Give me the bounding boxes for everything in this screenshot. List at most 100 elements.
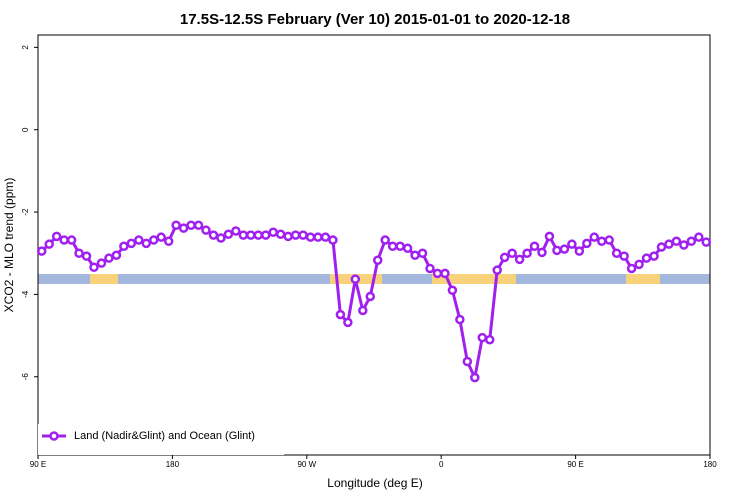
data-point <box>567 239 577 249</box>
data-point <box>268 227 278 237</box>
data-point <box>649 251 659 261</box>
data-point <box>290 230 301 240</box>
data-point <box>51 231 62 242</box>
data-point <box>343 317 353 328</box>
data-point <box>559 244 570 254</box>
data-point <box>611 248 622 258</box>
land-band <box>90 274 118 284</box>
data-point <box>596 236 607 247</box>
data-point <box>156 232 166 242</box>
data-point <box>671 236 682 247</box>
x-axis-label: Longitude (deg E) <box>327 476 422 490</box>
data-point <box>178 223 189 233</box>
data-point <box>656 242 667 252</box>
data-point <box>604 235 614 245</box>
land-band <box>432 274 516 284</box>
data-point <box>679 240 689 250</box>
data-point <box>574 246 585 256</box>
data-point <box>395 241 405 251</box>
data-point <box>507 248 517 258</box>
legend-label: Land (Nadir&Glint) and Ocean (Glint) <box>74 430 255 442</box>
y-tick-label: -2 <box>21 208 30 216</box>
land-band <box>626 274 660 284</box>
data-point <box>231 226 241 236</box>
data-point <box>119 241 129 251</box>
data-point <box>499 252 510 263</box>
data-point <box>126 238 137 249</box>
data-point <box>552 245 562 256</box>
data-point <box>432 268 443 279</box>
data-point <box>694 232 704 242</box>
data-point <box>522 248 532 258</box>
data-point <box>417 248 428 258</box>
data-point <box>96 258 107 268</box>
data-point <box>387 241 398 251</box>
data-point <box>44 239 54 249</box>
legend-box <box>38 424 284 455</box>
data-point <box>492 265 502 275</box>
data-point <box>514 254 525 265</box>
data-point <box>134 235 144 245</box>
data-point <box>59 235 69 245</box>
data-point <box>701 237 712 247</box>
data-point <box>626 263 637 274</box>
data-point <box>171 220 181 230</box>
data-point <box>163 236 174 247</box>
data-point <box>305 232 316 242</box>
data-point <box>440 268 450 279</box>
data-point <box>335 309 346 320</box>
legend-marker <box>49 431 59 441</box>
data-point <box>350 274 361 284</box>
data-point <box>358 305 368 316</box>
data-point <box>529 241 540 251</box>
data-point <box>582 238 592 249</box>
x-tick-label: 90 W <box>297 460 316 469</box>
data-point <box>641 253 652 263</box>
data-point <box>425 263 435 274</box>
x-tick-label: 90 E <box>30 460 46 469</box>
legend: Land (Nadir&Glint) and Ocean (Glint) <box>38 424 284 455</box>
data-point <box>275 229 286 240</box>
data-point <box>402 243 413 254</box>
data-point <box>36 246 47 256</box>
data-point <box>484 334 495 345</box>
data-point <box>380 235 390 245</box>
data-point <box>328 235 338 245</box>
y-tick-label: -6 <box>21 373 30 381</box>
data-point <box>104 253 114 263</box>
data-point <box>89 262 99 272</box>
x-tick-label: 0 <box>439 460 444 469</box>
data-point <box>260 230 271 240</box>
data-point <box>619 251 629 261</box>
data-point <box>201 225 211 235</box>
data-point <box>283 231 293 242</box>
data-point <box>544 231 555 242</box>
data-point <box>141 238 152 249</box>
data-point <box>477 332 488 343</box>
y-tick-label: -4 <box>21 290 30 298</box>
data-point <box>111 250 122 261</box>
chart-title: 17.5S-12.5S February (Ver 10) 2015-01-01… <box>180 11 570 28</box>
x-tick-label: 180 <box>166 460 180 469</box>
data-point <box>216 233 226 243</box>
x-tick-label: 90 E <box>567 460 583 469</box>
data-point <box>186 220 196 230</box>
data-point <box>298 230 308 240</box>
data-point <box>686 236 697 247</box>
plot-frame <box>37 34 711 456</box>
data-point <box>664 239 674 249</box>
data-point <box>372 255 383 265</box>
y-tick-label: 0 <box>21 127 30 132</box>
data-point <box>537 247 547 258</box>
y-tick-label: 2 <box>21 45 30 50</box>
data-point <box>410 250 420 261</box>
data-point <box>462 356 473 367</box>
data-point <box>455 314 465 325</box>
data-point <box>589 232 600 242</box>
data-point <box>208 230 219 240</box>
data-point <box>365 291 376 302</box>
data-point <box>148 235 159 245</box>
data-point <box>447 285 458 296</box>
data-point <box>634 259 644 270</box>
